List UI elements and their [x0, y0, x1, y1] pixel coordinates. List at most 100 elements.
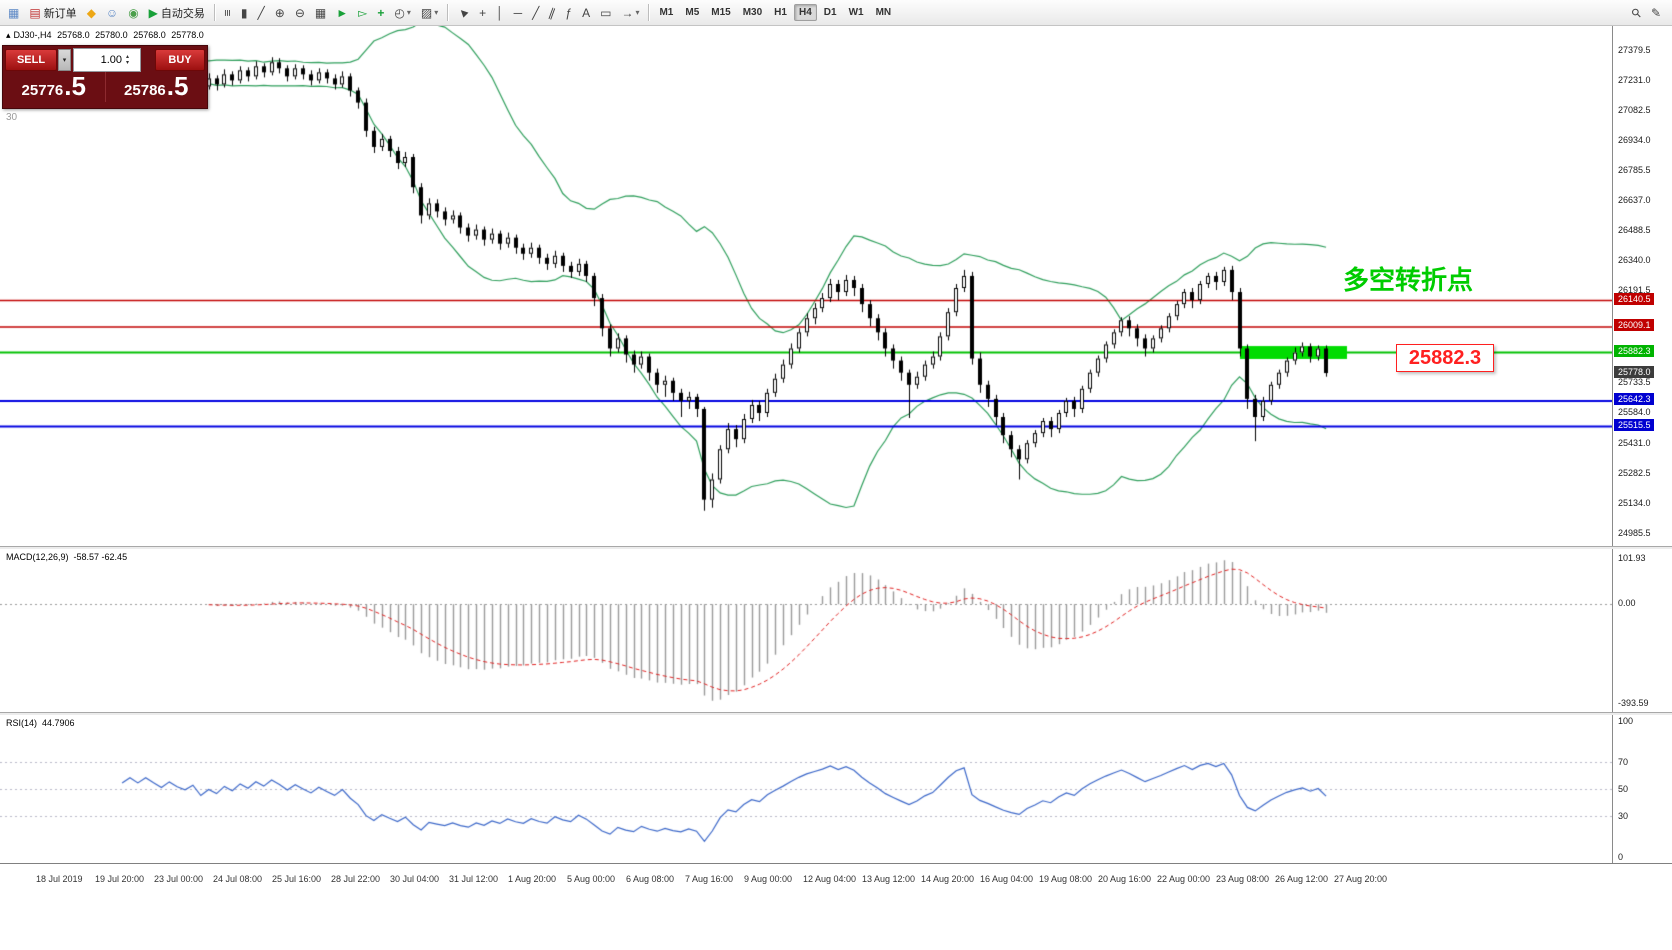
price-tick: 26488.5 [1618, 224, 1651, 235]
macd-canvas[interactable] [0, 549, 1612, 712]
zoom-out-icon[interactable]: ⊖ [291, 2, 309, 24]
text-label-glyph: ▭ [600, 5, 612, 20]
market-watch-icon[interactable]: ◉ [124, 2, 142, 24]
symbol-watermark-fragment: 30 [6, 112, 18, 123]
rsi-pane[interactable]: RSI(14) 44.7906 100 70 50 30 0 [0, 715, 1672, 863]
indicators-glyph: + [377, 5, 385, 20]
timeframe-m15[interactable]: M15 [711, 7, 731, 18]
fibonacci-icon[interactable]: ƒ [561, 2, 576, 24]
macd-tick: 101.93 [1618, 553, 1646, 563]
main-chart-pane[interactable]: ▴ DJ30-,H4 25768.0 25780.0 25768.0 25778.… [0, 26, 1672, 546]
price-tick: 26637.0 [1618, 194, 1651, 205]
tile-windows-icon[interactable]: ▦ [311, 2, 330, 24]
price-tick: 26340.0 [1618, 254, 1651, 265]
timeframe-mn[interactable]: MN [875, 7, 892, 18]
auto-scroll-icon[interactable]: ► [332, 2, 352, 24]
templates-dropdown-icon[interactable]: ▾ [434, 8, 439, 17]
zoom-in-icon[interactable]: ⊕ [271, 2, 289, 24]
timeframe-toolbar: M1 M5 M15 M30 H1 H4 D1 W1 MN [653, 0, 897, 25]
bar-chart-icon[interactable]: ≡ [220, 2, 235, 24]
arrows-icon[interactable]: → ▾ [617, 2, 643, 24]
autotrading-glyph: ▶ [148, 5, 158, 20]
time-label: 28 Jul 22:00 [331, 874, 381, 884]
annotation-text[interactable]: 多空转折点 [1343, 265, 1474, 295]
time-label: 19 Jul 20:00 [95, 874, 145, 884]
time-axis[interactable]: 18 Jul 2019 19 Jul 20:00 23 Jul 00:00 24 Ju… [0, 863, 1672, 950]
arrows-dropdown-icon[interactable]: ▾ [635, 8, 640, 17]
buy-button[interactable]: BUY [155, 49, 205, 71]
trade-panel-prices: 25776 .5 25786 .5 [3, 72, 207, 106]
spin-up-icon[interactable]: ▴ [126, 54, 130, 60]
metaeditor-icon[interactable]: ◆ [83, 2, 100, 24]
volume-input[interactable] [74, 53, 124, 67]
pane-splitter[interactable] [0, 712, 1672, 715]
time-label: 1 Aug 20:00 [508, 874, 557, 884]
sell-price-pips: .5 [64, 71, 86, 101]
new-chart-glyph: ▦ [8, 5, 20, 20]
text-icon[interactable]: A [578, 2, 594, 24]
autotrading-button[interactable]: ▶ 自动交易 [145, 2, 209, 24]
periods-dropdown-icon[interactable]: ▾ [406, 8, 411, 17]
new-chart-icon[interactable]: ▦ [4, 2, 23, 24]
trendline-icon[interactable]: ╱ [528, 2, 543, 24]
price-tick: 26934.0 [1618, 135, 1651, 146]
time-label: 26 Aug 12:00 [1275, 874, 1329, 884]
candlestick-chart-icon[interactable]: ▮ [237, 2, 252, 24]
timeframe-m30[interactable]: M30 [742, 7, 763, 18]
volume-field: ▴ ▾ [73, 48, 141, 72]
cursor-icon[interactable]: ► [453, 2, 473, 24]
templates-icon[interactable]: ▨ ▾ [417, 2, 442, 24]
timeframe-d1[interactable]: D1 [823, 7, 837, 18]
line-chart-icon[interactable]: ╱ [254, 2, 269, 24]
time-label: 16 Aug 04:00 [980, 874, 1034, 884]
channel-icon[interactable]: ∥ [545, 2, 559, 24]
bar-chart-glyph: ≡ [220, 8, 235, 17]
text-label-icon[interactable]: ▭ [596, 2, 615, 24]
price-axis[interactable]: 27379.5 27231.0 27082.5 26934.0 26785.5 26637… [1612, 26, 1672, 546]
profile-icon[interactable]: ☺ [102, 2, 122, 24]
horizontal-line-icon[interactable]: ─ [510, 2, 527, 24]
rsi-tick: 30 [1618, 811, 1629, 822]
timeframe-m5[interactable]: M5 [685, 7, 700, 18]
crosshair-icon[interactable]: + [475, 2, 490, 24]
sell-price[interactable]: 25776 .5 [3, 72, 105, 99]
vertical-line-icon[interactable]: │ [492, 2, 508, 24]
search-icon[interactable]: ⚲ [1628, 2, 1645, 24]
macd-axis[interactable]: 101.93 0.00 -393.59 [1612, 549, 1672, 712]
buy-price[interactable]: 25786 .5 [106, 72, 208, 99]
periods-icon[interactable]: ◴ ▾ [390, 2, 415, 24]
new-order-glyph: ▤ [29, 5, 41, 20]
line-chart-glyph: ╱ [257, 5, 265, 20]
time-label: 27 Aug 20:00 [1334, 874, 1388, 884]
pane-splitter[interactable] [0, 546, 1672, 549]
text-glyph: A [582, 5, 591, 20]
macd-values: -58.57 -62.45 [73, 552, 128, 562]
timeframe-w1[interactable]: W1 [848, 7, 864, 18]
price-tick: 26785.5 [1618, 165, 1651, 175]
toolbar-group: ▦ ▤ 新订单 ◆ ☺ ◉ ▶ 自动交易 [3, 0, 210, 25]
indicators-icon[interactable]: + [373, 2, 388, 24]
volume-dropdown-button[interactable]: ▾ [58, 49, 71, 71]
cursor-glyph: ► [454, 3, 473, 22]
price-chart-canvas[interactable] [0, 26, 1612, 546]
profile-glyph: ☺ [105, 5, 119, 20]
chart-shift-icon[interactable]: ▻ [354, 2, 371, 24]
timeframe-h1[interactable]: H1 [774, 7, 787, 18]
rsi-canvas[interactable] [0, 715, 1612, 863]
time-label: 23 Jul 00:00 [154, 874, 204, 884]
sell-button[interactable]: SELL [5, 49, 57, 71]
volume-spinner[interactable]: ▴ ▾ [126, 54, 129, 66]
chart-shift-glyph: ▻ [358, 5, 368, 20]
timeframe-h4[interactable]: H4 [793, 4, 817, 21]
macd-pane[interactable]: MACD(12,26,9) -58.57 -62.45 101.93 0.00 -39… [0, 549, 1672, 712]
spin-down-icon[interactable]: ▾ [126, 60, 130, 66]
new-order-button[interactable]: ▤ 新订单 [25, 2, 80, 24]
price-callout-label[interactable]: 25882.3 [1396, 344, 1494, 372]
rsi-axis[interactable]: 100 70 50 30 0 [1612, 715, 1672, 863]
collapse-arrow-icon[interactable]: ▴ [6, 30, 11, 40]
price-tick: 25584.0 [1618, 407, 1651, 418]
edit-icon[interactable]: ✎ [1647, 2, 1665, 24]
timeframe-m1[interactable]: M1 [659, 7, 674, 18]
buy-price-main: 25786 [124, 82, 166, 99]
